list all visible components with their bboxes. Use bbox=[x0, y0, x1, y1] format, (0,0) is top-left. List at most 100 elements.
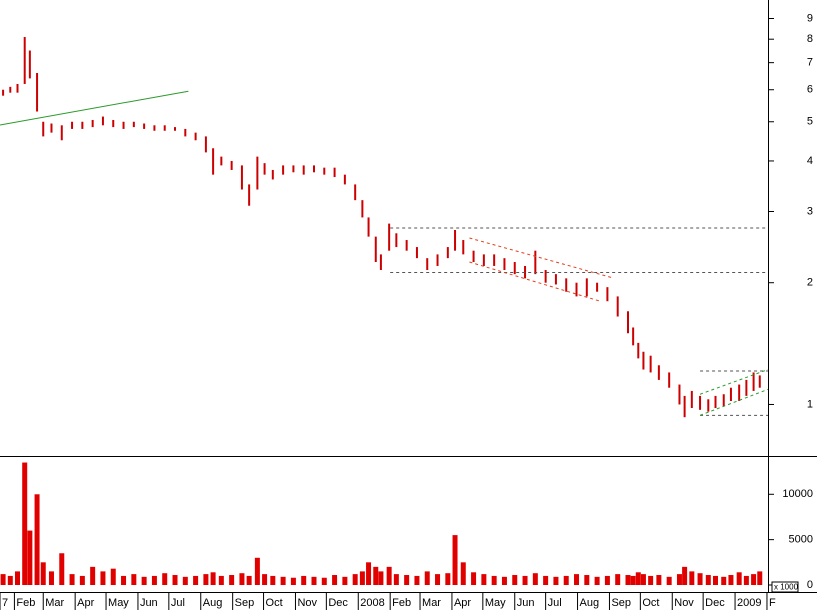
volume-bar bbox=[501, 576, 507, 585]
y-tick-label: 10000 bbox=[782, 488, 813, 500]
volume-bar bbox=[584, 575, 590, 585]
trend-line bbox=[469, 237, 612, 278]
x-tick-label: 7 bbox=[2, 597, 8, 609]
x-tick-label: Jul bbox=[548, 597, 562, 609]
volume-bar bbox=[254, 557, 260, 585]
x-tick-label: Aug bbox=[203, 597, 223, 609]
x-tick-label: Sep bbox=[611, 597, 631, 609]
volume-bar bbox=[630, 575, 636, 585]
trend-line bbox=[0, 90, 189, 126]
y-tick-label: 4 bbox=[807, 155, 813, 167]
x-tick-label: Sep bbox=[235, 597, 255, 609]
volume-bar bbox=[262, 574, 268, 585]
x-tick-label: Feb bbox=[392, 597, 411, 609]
volume-bar bbox=[182, 576, 188, 585]
y-tick-label: 7 bbox=[807, 57, 813, 69]
volume-bar bbox=[210, 572, 216, 585]
volume-bar bbox=[666, 576, 672, 585]
volume-bar bbox=[705, 575, 711, 585]
volume-bar bbox=[460, 562, 466, 585]
volume-bar bbox=[625, 575, 631, 585]
volume-bar bbox=[743, 575, 749, 585]
volume-bar bbox=[321, 577, 327, 585]
y-tick-label: 0 bbox=[807, 579, 813, 591]
volume-bar bbox=[635, 572, 641, 585]
volume-bar bbox=[404, 575, 410, 585]
volume-bar bbox=[15, 571, 21, 585]
volume-bar bbox=[452, 535, 458, 585]
volume-bar bbox=[352, 574, 358, 585]
volume-bar bbox=[721, 576, 727, 585]
volume-bar bbox=[689, 571, 695, 585]
volume-bar bbox=[445, 573, 451, 585]
volume-bar bbox=[481, 574, 487, 585]
x-tick-label: Oct bbox=[266, 597, 283, 609]
x-tick-label: Aug bbox=[580, 597, 600, 609]
volume-bar bbox=[656, 575, 662, 585]
volume-bar bbox=[736, 572, 742, 585]
volume-bar bbox=[676, 574, 682, 585]
x-tick-label: Dec bbox=[705, 597, 725, 609]
volume-bar bbox=[471, 572, 477, 585]
volume-bar bbox=[604, 575, 610, 585]
x-tick-label: Nov bbox=[674, 597, 694, 609]
x-tick-label: Nov bbox=[297, 597, 317, 609]
y-tick-label: 1 bbox=[807, 398, 813, 410]
y-tick-label: 3 bbox=[807, 205, 813, 217]
volume-bar bbox=[7, 575, 13, 585]
volume-bar bbox=[615, 574, 621, 585]
trend-line bbox=[699, 388, 769, 416]
volume-bar bbox=[757, 571, 763, 585]
volume-bar bbox=[543, 575, 549, 585]
volume-bar bbox=[239, 573, 245, 585]
volume-bar bbox=[751, 574, 757, 585]
volume-bar bbox=[141, 576, 147, 585]
y-tick-label: 9 bbox=[807, 12, 813, 24]
volume-bar bbox=[280, 576, 286, 585]
x-tick-label: 2009 bbox=[737, 597, 761, 609]
volume-bar bbox=[229, 575, 235, 585]
volume-bar bbox=[110, 568, 116, 585]
x-tick-label: Jun bbox=[517, 597, 535, 609]
volume-bar bbox=[640, 574, 646, 585]
volume-bar bbox=[359, 571, 365, 585]
x-tick-label: Apr bbox=[77, 597, 94, 609]
volume-bar bbox=[22, 462, 28, 585]
volume-bar bbox=[332, 575, 338, 585]
volume-bar bbox=[342, 576, 348, 585]
volume-bar bbox=[162, 573, 168, 585]
volume-bar bbox=[574, 574, 580, 585]
volume-bar bbox=[69, 574, 75, 585]
volume-bar bbox=[522, 575, 528, 585]
volume-bar bbox=[373, 566, 379, 585]
volume-bar bbox=[594, 576, 600, 585]
volume-bar bbox=[246, 575, 252, 585]
x-tick-label: Mar bbox=[45, 597, 64, 609]
volume-bar bbox=[311, 576, 317, 585]
volume-bar bbox=[435, 574, 441, 585]
x-tick-label: F bbox=[769, 597, 776, 609]
y-tick-label: 2 bbox=[807, 277, 813, 289]
x-tick-label: May bbox=[108, 597, 129, 609]
y-tick-label: 6 bbox=[807, 84, 813, 96]
x-tick-label: Feb bbox=[16, 597, 35, 609]
volume-bar bbox=[131, 574, 137, 585]
volume-bar bbox=[270, 575, 276, 585]
volume-bar bbox=[532, 573, 538, 585]
volume-bar bbox=[193, 575, 199, 585]
trend-line bbox=[699, 369, 769, 395]
volume-bar bbox=[0, 574, 6, 585]
volume-bar bbox=[414, 575, 420, 585]
volume-bar bbox=[203, 574, 209, 585]
volume-bar bbox=[553, 576, 559, 585]
volume-bar bbox=[491, 575, 497, 585]
x-tick-label: Mar bbox=[422, 597, 441, 609]
volume-bar bbox=[90, 566, 96, 585]
volume-bar bbox=[697, 573, 703, 585]
x-tick-label: Dec bbox=[328, 597, 348, 609]
volume-bar bbox=[100, 571, 106, 585]
x-tick-label: Jul bbox=[171, 597, 185, 609]
volume-bar bbox=[121, 575, 127, 585]
volume-bar bbox=[712, 575, 718, 585]
